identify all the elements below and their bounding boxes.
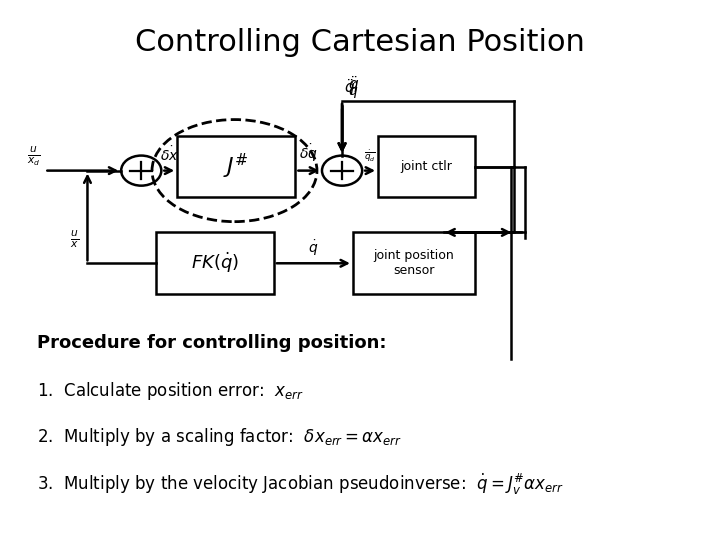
Text: $\ddot{q}$: $\ddot{q}$ xyxy=(344,77,356,98)
Text: $\frac{.}{q_d}$: $\frac{.}{q_d}$ xyxy=(364,148,376,164)
FancyBboxPatch shape xyxy=(353,232,474,294)
Text: $\dot{\delta q}$: $\dot{\delta q}$ xyxy=(300,143,318,164)
Text: joint ctlr: joint ctlr xyxy=(400,160,452,173)
Text: $\ddot{q}$: $\ddot{q}$ xyxy=(348,75,359,96)
Text: $FK(\dot{q})$: $FK(\dot{q})$ xyxy=(191,251,239,275)
Text: 1.  Calculate position error:  $x_{err}$: 1. Calculate position error: $x_{err}$ xyxy=(37,380,304,402)
Text: $\frac{u}{x_d}$: $\frac{u}{x_d}$ xyxy=(27,145,41,168)
Text: Controlling Cartesian Position: Controlling Cartesian Position xyxy=(135,28,585,57)
FancyBboxPatch shape xyxy=(378,136,474,198)
Text: $\ddot{q}$: $\ddot{q}$ xyxy=(348,81,358,101)
Text: joint position
sensor: joint position sensor xyxy=(374,249,454,277)
Text: $\dot{\delta x}$: $\dot{\delta x}$ xyxy=(160,145,179,164)
FancyBboxPatch shape xyxy=(156,232,274,294)
Text: 3.  Multiply by the velocity Jacobian pseudoinverse:  $\dot{q} = J_v^{\#} \alpha: 3. Multiply by the velocity Jacobian pse… xyxy=(37,471,564,497)
FancyBboxPatch shape xyxy=(177,136,295,198)
Text: $J^{\#}$: $J^{\#}$ xyxy=(223,152,249,181)
Text: $\dot{q}$: $\dot{q}$ xyxy=(308,238,318,258)
Text: Procedure for controlling position:: Procedure for controlling position: xyxy=(37,334,387,353)
Text: $\frac{u}{x}$: $\frac{u}{x}$ xyxy=(70,228,79,250)
Text: 2.  Multiply by a scaling factor:  $\delta x_{err} = \alpha x_{err}$: 2. Multiply by a scaling factor: $\delta… xyxy=(37,426,402,448)
